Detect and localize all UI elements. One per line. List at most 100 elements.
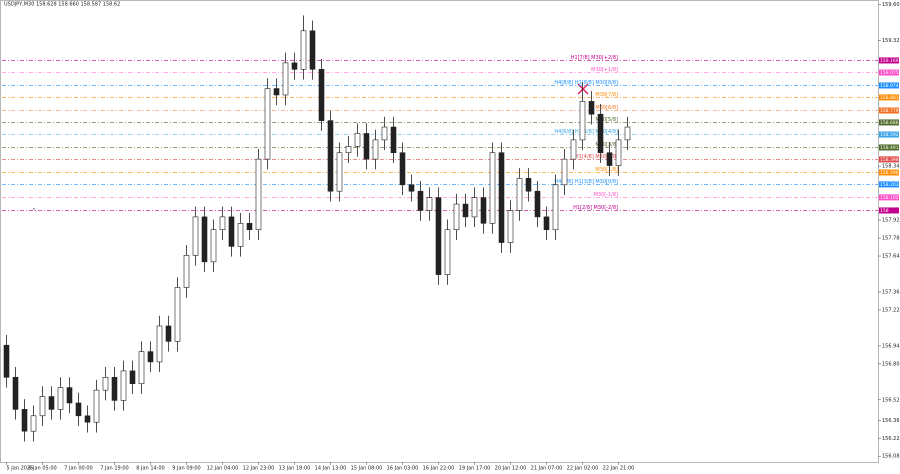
x-tick-label: 16 Jan 22:00 [423, 466, 455, 472]
level-tag [879, 194, 899, 201]
candle-body [309, 30, 316, 70]
candle-body [372, 139, 379, 160]
x-tick-label: 21 Jan 07:00 [531, 466, 563, 472]
candle-body [336, 152, 343, 192]
candle-body [12, 376, 19, 410]
x-tick-label: 14 Jan 13:00 [315, 466, 347, 472]
level-tag-label: 158.686 [880, 120, 899, 126]
candle-body [480, 197, 487, 224]
x-tick-label: 20 Jan 12:00 [495, 466, 527, 472]
level-label: M30[-1/8] [594, 192, 618, 198]
level-tag-label: 158.203 [880, 182, 899, 188]
x-tick-label: 22 Jan 21:00 [603, 466, 635, 472]
level-tag-label: 158.881 [880, 95, 899, 101]
candle-body [183, 255, 190, 288]
candle-body [552, 184, 559, 231]
candle-body [543, 216, 550, 231]
y-tick-label: 157.785 [882, 236, 900, 242]
level-label: M30[6/8] [595, 105, 618, 111]
level-tag-label: 158.398 [880, 157, 899, 163]
level-tag [879, 169, 899, 176]
y-tick-label: 159.605 [882, 2, 900, 8]
candle-body [579, 101, 586, 141]
x-tick-label: 8 Jan 14:00 [136, 466, 164, 472]
level-tag [879, 69, 899, 76]
candle-body [165, 325, 172, 342]
level-label: M30[+1/8] [591, 67, 618, 73]
candle-body [291, 62, 298, 70]
candle-body [525, 178, 532, 192]
level-label: M30[1/8] [595, 167, 618, 173]
candle-body [462, 203, 469, 218]
x-tick-label: 7 Jan 00:00 [64, 466, 92, 472]
candle-body [453, 203, 460, 231]
level-tag-label: 159.169 [880, 58, 899, 64]
x-tick-label: 15 Jan 08:00 [351, 466, 383, 472]
candle-body [282, 62, 289, 96]
candle-body [48, 396, 55, 410]
x-tick-label: 19 Jan 17:00 [459, 466, 491, 472]
candle-body [66, 387, 73, 404]
level-label: M30[5/8] [595, 117, 618, 123]
candle-body [228, 216, 235, 247]
candle-body [111, 376, 118, 401]
y-tick-label: 157.225 [882, 307, 900, 313]
candle-body [246, 223, 253, 231]
candle-body [93, 389, 100, 423]
level-tag-label: 158.491 [880, 145, 899, 151]
level-tag [879, 144, 899, 151]
candle-body [255, 158, 262, 231]
candle-body [237, 223, 244, 247]
candle-body [507, 210, 514, 243]
x-tick-label: 5 Jan 2026 [7, 466, 34, 472]
candle-body [489, 152, 496, 224]
candle-body [174, 287, 181, 342]
level-tag-label: 158.779 [880, 108, 899, 114]
y-tick-label: 156.945 [882, 343, 900, 349]
y-tick-label: 156.225 [882, 436, 900, 442]
candle-body [363, 133, 370, 160]
y-tick-label: 158.345 [882, 164, 900, 170]
candle-body [219, 216, 226, 231]
x-tick-label: 6 Jan 05:00 [28, 466, 56, 472]
candle-body [30, 415, 37, 432]
candle-body [264, 88, 271, 160]
candle-body [120, 370, 127, 401]
y-tick-label: 156.085 [882, 454, 900, 460]
candle-body [399, 152, 406, 186]
level-label: H1[4/8] M30[2/8] [575, 154, 618, 160]
level-tag-label: 158.102 [880, 195, 899, 201]
x-tick-label: 12 Jan 23:00 [243, 466, 275, 472]
level-tag [879, 94, 899, 101]
candle-body [606, 152, 613, 166]
level-tag [879, 156, 899, 163]
x-tick-label: 22 Jan 02:00 [567, 466, 599, 472]
candle-body [390, 126, 397, 154]
y-tick-label: 156.525 [882, 397, 900, 403]
level-label: M30[3/8] [595, 142, 618, 148]
candle-body [624, 126, 631, 141]
candle-body [327, 120, 334, 192]
y-tick-label: 156.365 [882, 418, 900, 424]
level-tag-label: 159.075 [880, 70, 899, 76]
candle-body [84, 415, 91, 423]
candle-body [345, 146, 352, 154]
candle-body [129, 370, 136, 385]
chart-title: USDJPY,M30 158.628 158.660 158.587 158.6… [4, 2, 120, 8]
level-tag [879, 207, 899, 214]
candle-body [192, 216, 199, 256]
candle-body [471, 197, 478, 218]
level-tag-label: 158.974 [880, 83, 899, 89]
level-tag-label: 158 [880, 208, 889, 214]
level-tag [879, 57, 899, 64]
candle-body [3, 344, 10, 378]
level-label: H1[2/8] M30[-2/8] [573, 205, 618, 211]
level-label: H4[4/8] H1[3/8] M30[0/8] [554, 179, 618, 185]
candle-body [273, 88, 280, 96]
level-tag-label: 158.592 [880, 132, 899, 138]
x-tick-label: 16 Jan 03:00 [387, 466, 419, 472]
level-label: M30[7/8] [595, 92, 618, 98]
candle-body [39, 396, 46, 417]
candle-body [381, 126, 388, 141]
